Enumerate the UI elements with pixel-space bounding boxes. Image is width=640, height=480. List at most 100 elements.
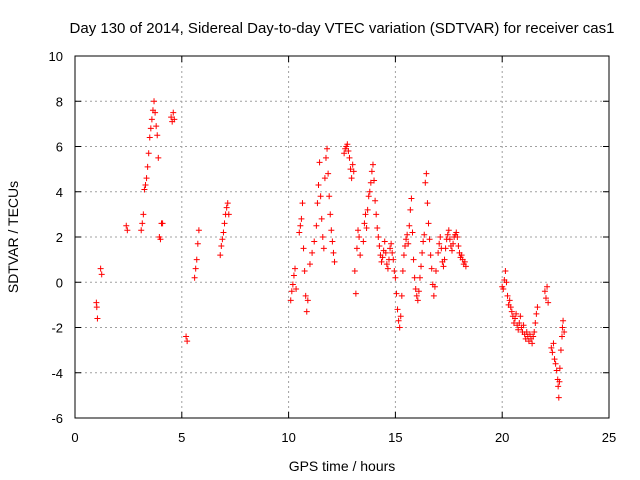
data-point: [390, 256, 397, 263]
data-point: [510, 319, 517, 326]
data-point: [220, 229, 227, 236]
data-point: [147, 125, 154, 132]
y-axis-label: SDTVAR / TECUs: [5, 181, 21, 293]
data-point: [349, 161, 356, 168]
data-point: [353, 245, 360, 252]
data-point: [449, 247, 456, 254]
x-tick-label: 5: [178, 430, 185, 445]
data-point: [303, 308, 310, 315]
data-point: [152, 109, 159, 116]
y-tick-label: -2: [51, 321, 63, 336]
data-point: [502, 267, 509, 274]
data-point: [360, 238, 367, 245]
data-point: [412, 286, 419, 293]
chart-title: Day 130 of 2014, Sidereal Day-to-day VTE…: [70, 20, 615, 37]
data-point: [398, 292, 405, 299]
data-point: [365, 193, 372, 200]
data-point: [430, 292, 437, 299]
x-tick-label: 25: [602, 430, 616, 445]
data-point: [309, 249, 316, 256]
data-point: [556, 378, 563, 385]
data-point: [387, 245, 394, 252]
data-point: [426, 236, 433, 243]
data-point: [400, 252, 407, 259]
data-point: [357, 252, 364, 259]
data-point: [321, 175, 328, 182]
data-point: [395, 317, 402, 324]
data-points: [93, 98, 568, 401]
data-point: [559, 324, 566, 331]
data-point: [139, 220, 146, 227]
data-point: [397, 313, 404, 320]
data-point: [290, 272, 297, 279]
data-point: [351, 267, 358, 274]
data-point: [223, 204, 230, 211]
data-point: [345, 148, 352, 155]
data-point: [327, 211, 334, 218]
data-point: [364, 206, 371, 213]
data-point: [542, 295, 549, 302]
data-point: [94, 315, 101, 322]
data-point: [435, 249, 442, 256]
data-point: [394, 306, 401, 313]
data-point: [168, 114, 175, 121]
data-point: [555, 383, 562, 390]
data-point: [225, 211, 232, 218]
data-point: [423, 170, 430, 177]
data-point: [311, 238, 318, 245]
data-point: [545, 299, 552, 306]
data-point: [195, 227, 202, 234]
data-point: [408, 195, 415, 202]
data-point: [549, 349, 556, 356]
data-point: [548, 344, 555, 351]
data-point: [330, 249, 337, 256]
data-point: [302, 292, 309, 299]
data-point: [504, 292, 511, 299]
data-point: [300, 245, 307, 252]
data-point: [403, 236, 410, 243]
data-point: [410, 256, 417, 263]
data-point: [442, 245, 449, 252]
data-point: [296, 229, 303, 236]
data-point: [143, 175, 150, 182]
data-point: [369, 161, 376, 168]
data-point: [362, 211, 369, 218]
data-point: [560, 317, 567, 324]
data-point: [409, 229, 416, 236]
data-point: [331, 258, 338, 265]
data-point: [355, 227, 362, 234]
data-point: [292, 265, 299, 272]
data-point: [551, 356, 558, 363]
data-point: [322, 154, 329, 161]
data-point: [544, 283, 551, 290]
data-point: [348, 175, 355, 182]
data-point: [356, 234, 363, 240]
data-point: [368, 168, 375, 175]
data-point: [441, 256, 448, 263]
data-point: [361, 220, 368, 227]
data-point: [552, 360, 559, 367]
data-point: [218, 243, 225, 250]
data-point: [508, 308, 515, 315]
data-point: [316, 159, 323, 166]
x-axis-label: GPS time / hours: [289, 458, 396, 474]
ticks: 0 5 10 15 20 25 -6 -4 -2 0 2 4 6 8 10: [49, 49, 617, 445]
data-point: [350, 168, 357, 175]
data-point: [402, 243, 409, 250]
y-tick-label: 8: [56, 94, 63, 109]
data-point: [561, 329, 568, 336]
data-point: [288, 288, 295, 295]
y-tick-label: 2: [56, 230, 63, 245]
data-point: [512, 315, 519, 322]
data-point: [453, 229, 460, 236]
data-point: [424, 200, 431, 207]
data-point: [530, 333, 537, 340]
data-point: [379, 254, 386, 261]
data-point: [376, 243, 383, 250]
data-point: [145, 150, 152, 157]
data-point: [142, 181, 149, 188]
data-point: [392, 274, 399, 281]
data-point: [445, 227, 452, 234]
data-point: [513, 310, 520, 317]
